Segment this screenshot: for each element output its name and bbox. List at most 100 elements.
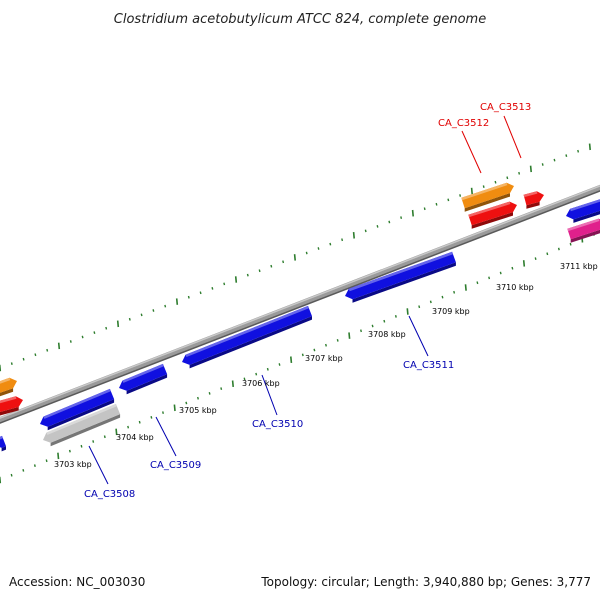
inner-tick-row-tick [103,435,106,439]
outer-tick-row-tick [199,291,202,295]
outer-tick-row-tick [482,185,485,188]
outer-tick-row-tick [588,143,591,151]
gene-arrow-ca-c3511-body [345,251,456,300]
gene-label-ca-c3509[interactable]: CA_C3509 [150,460,201,471]
gene-arrow-ca-c3513 [523,191,544,209]
inner-tick-row-tick [243,377,246,381]
gene-arrow-ca-c3511 [345,251,456,303]
inner-tick-row-tick [22,469,25,472]
gene-features [0,182,600,452]
inner-tick-row-tick [348,332,351,339]
outer-tick-row-tick [105,326,108,330]
gene-arrow-ca-c3508-highlight [43,388,111,419]
gene-arrow-right-edge [566,199,600,223]
outer-tick-row-tick [46,348,49,352]
genome-summary-text: Topology: circular; Length: 3,940,880 bp… [260,575,591,589]
outer-tick-row-tick [282,260,285,264]
gene-label-ca-c3512[interactable]: CA_C3512 [438,118,489,129]
inner-tick-row-tick [220,387,223,390]
backbone-highlight [0,185,600,419]
inner-tick-row-tick [266,367,269,371]
gene-label-ca-c3513[interactable]: CA_C3513 [480,102,531,113]
backbone-shadow [0,190,600,424]
scale-label-3711: 3711 kbp [560,262,598,271]
gene-arrow-ca-c3510-highlight [185,305,309,357]
inner-tick-row-tick [57,452,60,460]
gene-arrow-gray-feature-body [43,403,121,443]
gene-arrow-partial-left [0,435,7,452]
leader-ca-c3508 [88,445,109,485]
feature-arrow-orange-left [0,377,17,397]
outer-tick-row-tick [152,309,155,312]
outer-tick-row-tick [529,165,532,173]
inner-tick-row-tick [569,242,572,246]
outer-tick-row-tick [69,340,72,343]
leader-ca-c3509 [155,416,177,457]
gene-arrow-red-left [0,396,23,416]
outer-tick-row-tick [329,242,332,246]
gene-arrow-ca-c3512-body [468,201,517,226]
gene-arrow-ca-c3513-side [526,201,540,209]
outer-tick-row-tick [506,176,509,180]
gene-arrow-red-left-highlight [0,396,17,404]
gene-arrow-ca-c3511-side [352,262,456,303]
gene-label-ca-c3508[interactable]: CA_C3508 [84,489,135,500]
inner-tick-row-tick [360,329,362,333]
inner-tick-row-tick [383,319,386,323]
outer-tick-row-tick [423,207,426,211]
gene-arrow-ca-c3509 [119,363,168,395]
inner-tick-row-tick [301,353,304,357]
leader-ca-c3513 [503,115,522,159]
leader-ca-c3510 [261,374,278,416]
outer-tick-row-tick [305,251,308,255]
gene-arrow-right-edge-highlight [570,199,600,212]
gene-arrow-ca-c3512-highlight [468,201,511,218]
gene-label-ca-c3511[interactable]: CA_C3511 [403,360,454,371]
inner-tick-row-tick [150,416,153,419]
inner-tick-row-tick [68,449,71,453]
inner-tick-row-tick [546,252,549,256]
outer-tick-row-tick [140,313,143,317]
inner-tick-row-tick [488,276,491,280]
outer-tick-row-tick [293,254,296,261]
gene-arrow-ca-c3512 [468,201,517,229]
outer-tick-row-tick [270,264,273,268]
gene-arrow-red-left-side [0,406,19,416]
gene-arrow-ca-c3513-highlight [523,191,538,198]
inner-tick-row-tick [138,420,141,424]
outer-tick-row-tick [494,180,497,184]
inner-tick-row-tick [313,348,316,352]
outer-tick-row-tick [364,229,367,233]
tick-marks [0,143,595,484]
genome-backbone [0,184,600,424]
outer-tick-row-tick [22,357,25,361]
outer-tick-row-tick [470,187,473,195]
inner-tick-row-tick [208,392,211,395]
inner-tick-row-tick [441,295,444,299]
scale-label-3708: 3708 kbp [368,330,406,339]
inner-tick-row-tick [290,356,293,363]
inner-tick-row-tick [231,380,234,387]
gene-label-ca-c3510[interactable]: CA_C3510 [252,419,303,430]
inner-tick-row-tick [185,401,188,405]
inner-tick-row-tick [499,271,502,275]
inner-tick-row-tick [534,257,537,260]
gene-arrow-ca-c3510-body [182,305,312,365]
scale-label-3704: 3704 kbp [116,433,154,442]
outer-tick-row-tick [34,353,37,357]
feature-arrow-orange [461,182,514,212]
inner-tick-row-tick [278,363,281,366]
gene-arrow-ca-c3510-side [189,316,312,369]
outer-tick-row-tick [187,295,190,299]
outer-tick-row-tick [93,331,96,334]
inner-tick-row-tick [197,396,199,400]
outer-tick-row-tick [211,287,214,290]
inner-tick-row-tick [394,315,397,318]
gene-arrow-ca-c3509-side [126,374,168,395]
gene-arrow-gray-feature-side [50,414,121,447]
inner-tick-row-tick [162,411,164,414]
scale-label-3703: 3703 kbp [54,460,92,469]
inner-tick-row-tick [325,343,327,347]
backbone-line [0,184,600,424]
outer-tick-row-tick [376,225,379,228]
